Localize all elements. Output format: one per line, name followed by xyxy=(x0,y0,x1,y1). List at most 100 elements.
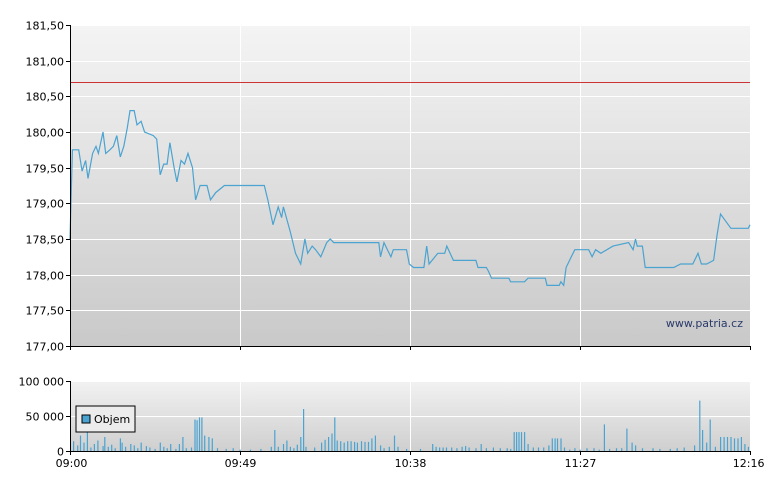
volume-bar xyxy=(296,444,298,451)
volume-bar xyxy=(201,417,203,451)
price-y-tick-label: 177,00 xyxy=(26,341,65,354)
volume-bar xyxy=(334,417,336,451)
volume-bar xyxy=(277,446,279,451)
price-y-tick-label: 180,00 xyxy=(26,127,65,140)
volume-bar xyxy=(225,448,227,451)
volume-bar xyxy=(140,442,142,451)
volume-bar xyxy=(371,438,373,451)
volume-bar xyxy=(492,447,494,451)
volume-bar xyxy=(723,437,725,451)
volume-bar xyxy=(190,447,193,451)
volume-bar xyxy=(86,432,88,451)
volume-bar xyxy=(563,447,566,451)
price-y-tick-label: 179,50 xyxy=(26,163,65,176)
volume-panel: Objem 0 50 000 100 000 09:00 09:49 10:38 11:2… xyxy=(19,376,765,471)
legend-swatch xyxy=(81,414,91,424)
volume-bar xyxy=(513,432,515,451)
volume-bar xyxy=(699,400,701,451)
volume-y-axis-ticks: 0 50 000 100 000 xyxy=(19,376,70,459)
volume-bar xyxy=(442,447,444,451)
volume-bar xyxy=(579,449,581,451)
volume-bar xyxy=(324,439,326,451)
volume-bar xyxy=(586,448,588,451)
volume-bar xyxy=(175,448,177,451)
volume-bar xyxy=(343,442,345,451)
volume-bar xyxy=(149,447,151,451)
volume-bar xyxy=(83,442,85,451)
volume-bar xyxy=(744,444,746,451)
volume-bar xyxy=(393,435,396,451)
volume-bar xyxy=(137,448,139,451)
volume-bars xyxy=(73,400,749,451)
volume-bar xyxy=(520,432,523,451)
volume-bar xyxy=(737,438,739,451)
x-tick-label: 09:00 xyxy=(56,457,88,470)
volume-bar xyxy=(683,447,685,451)
volume-bar xyxy=(676,448,678,451)
volume-bar xyxy=(159,442,161,451)
volume-bar xyxy=(615,448,618,451)
volume-bar xyxy=(631,442,633,451)
price-y-tick-label: 181,00 xyxy=(26,56,65,69)
volume-bar xyxy=(289,446,291,451)
volume-bar xyxy=(328,437,330,451)
volume-bar xyxy=(121,442,123,451)
volume-bar xyxy=(726,437,729,451)
volume-bar xyxy=(360,441,363,451)
volume-bar xyxy=(524,432,526,451)
volume-bar xyxy=(543,447,545,451)
volume-bar xyxy=(551,438,553,451)
legend-label: Objem xyxy=(94,413,130,426)
volume-bar xyxy=(163,446,165,451)
volume-bar xyxy=(305,446,307,451)
volume-bar xyxy=(659,448,661,451)
volume-bar xyxy=(154,448,156,451)
volume-bar xyxy=(714,446,716,451)
volume-bar xyxy=(747,446,749,451)
price-y-tick-label: 180,50 xyxy=(26,91,65,104)
volume-bar xyxy=(406,448,408,451)
volume-bar xyxy=(432,444,434,451)
volume-y-tick-label: 50 000 xyxy=(26,411,65,424)
volume-bar xyxy=(380,445,382,451)
volume-bar xyxy=(133,445,135,451)
volume-bar xyxy=(439,447,441,451)
volume-bar xyxy=(270,446,272,451)
volume-bar xyxy=(435,446,437,451)
volume-bar xyxy=(73,441,75,451)
volume-bar xyxy=(720,437,722,451)
volume-bar xyxy=(340,441,342,451)
volume-bar xyxy=(635,445,637,451)
price-y-axis-ticks: 177,00 177,50 178,00 178,50 179,00 179,50 180,… xyxy=(26,20,70,354)
volume-bar xyxy=(90,447,92,451)
volume-bar xyxy=(274,430,276,451)
volume-bar xyxy=(249,449,252,451)
x-tick-label: 11:27 xyxy=(565,457,597,470)
volume-bar xyxy=(603,424,605,451)
volume-bar xyxy=(518,432,520,451)
volume-bar xyxy=(211,438,213,451)
volume-bar xyxy=(485,448,487,451)
volume-bar xyxy=(347,441,349,451)
volume-bar xyxy=(652,448,654,451)
volume-bar xyxy=(609,448,611,451)
volume-bar xyxy=(593,448,595,451)
volume-bar xyxy=(475,448,477,451)
volume-bar xyxy=(669,448,671,451)
volume-bar xyxy=(145,446,147,451)
x-tick-label: 09:49 xyxy=(225,457,257,470)
volume-bar xyxy=(510,448,512,451)
volume-bar xyxy=(314,447,316,451)
volume-bar xyxy=(499,448,501,451)
volume-bar xyxy=(364,441,366,451)
volume-bar xyxy=(198,417,201,451)
price-series-line xyxy=(69,109,751,287)
watermark: www.patria.cz xyxy=(666,317,743,330)
price-y-tick-label: 181,50 xyxy=(26,20,65,33)
price-panel: www.patria.cz 177,00177,50178,00178,5017… xyxy=(26,20,751,354)
volume-bar xyxy=(356,442,358,451)
x-tick-label: 12:16 xyxy=(733,457,765,470)
volume-bar xyxy=(388,446,390,451)
volume-bar xyxy=(331,433,333,451)
volume-legend: Objem xyxy=(75,405,136,433)
